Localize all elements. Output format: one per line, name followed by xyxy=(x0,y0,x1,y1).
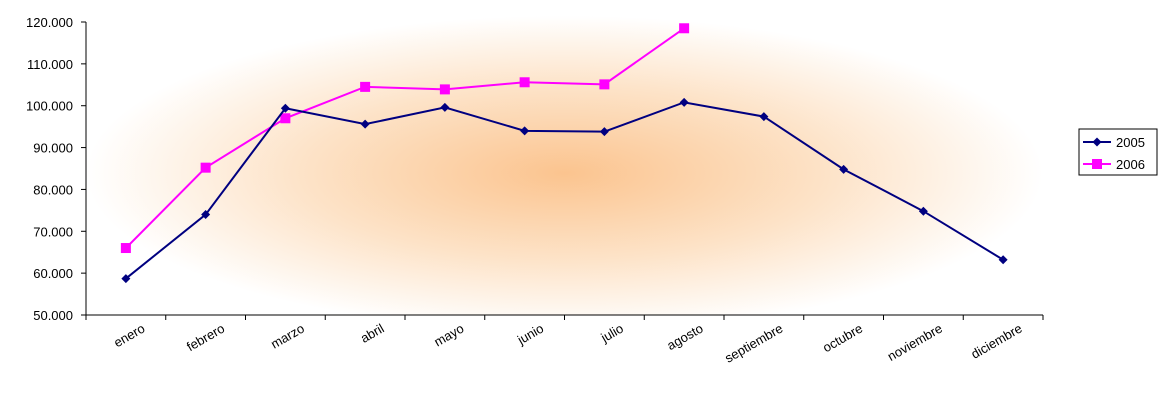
data-point-2006 xyxy=(519,77,530,88)
data-point-2006 xyxy=(200,162,211,173)
y-tick-label: 60.000 xyxy=(33,266,73,281)
x-tick-label: marzo xyxy=(268,321,307,352)
data-point-2005 xyxy=(599,127,609,137)
data-point-2005 xyxy=(839,164,849,174)
legend-label-2006: 2006 xyxy=(1116,157,1145,172)
legend-label-2005: 2005 xyxy=(1116,135,1145,150)
y-tick-label: 50.000 xyxy=(33,308,73,323)
data-point-2005 xyxy=(360,119,370,129)
y-tick-label: 120.000 xyxy=(26,15,73,30)
data-point-2005 xyxy=(280,103,290,113)
data-point-2005 xyxy=(679,97,689,107)
data-point-2005 xyxy=(520,126,530,136)
x-tick-label: octubre xyxy=(820,321,865,356)
data-point-2005 xyxy=(918,206,928,216)
x-tick-label: junio xyxy=(514,321,546,348)
data-point-2006 xyxy=(280,113,291,124)
legend-marker-2005 xyxy=(1092,137,1102,147)
series-line-2005 xyxy=(125,101,1004,280)
data-point-2005 xyxy=(998,255,1008,265)
data-point-2006 xyxy=(439,84,450,95)
data-point-2006 xyxy=(679,23,690,34)
x-tick-label: julio xyxy=(597,321,625,346)
series-line-2006 xyxy=(125,27,685,249)
x-tick-label: abril xyxy=(358,321,387,346)
data-point-2005 xyxy=(759,112,769,122)
data-point-2006 xyxy=(120,243,131,254)
series-2006 xyxy=(120,23,690,254)
x-tick-label: febrero xyxy=(184,321,227,355)
data-point-2006 xyxy=(599,79,610,90)
x-tick-label: septiembre xyxy=(722,321,785,366)
data-point-2005 xyxy=(121,274,131,284)
legend-marker-2006 xyxy=(1092,159,1102,169)
y-tick-label: 110.000 xyxy=(27,57,73,72)
series-2005 xyxy=(121,97,1008,284)
x-tick-label: enero xyxy=(111,321,147,351)
x-tick-label: agosto xyxy=(664,321,705,354)
x-tick-label: diciembre xyxy=(968,321,1024,362)
y-tick-label: 90.000 xyxy=(33,141,73,156)
x-tick-label: noviembre xyxy=(885,321,945,364)
legend: 2005 2006 xyxy=(1078,128,1158,176)
plot-area-background xyxy=(86,0,1043,315)
data-point-2005 xyxy=(440,102,450,112)
y-tick-label: 100.000 xyxy=(26,99,73,114)
data-point-2005 xyxy=(201,210,211,220)
y-tick-label: 70.000 xyxy=(33,224,73,239)
data-point-2006 xyxy=(360,81,371,92)
y-tick-label: 80.000 xyxy=(33,182,73,197)
x-tick-label: mayo xyxy=(431,321,466,350)
